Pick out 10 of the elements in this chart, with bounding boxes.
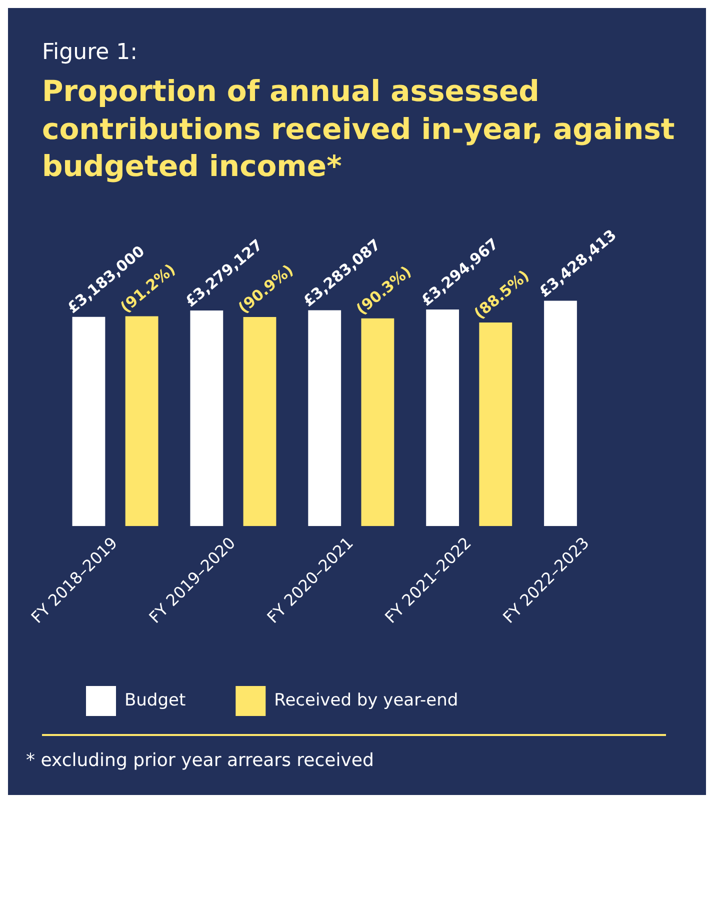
bar: [308, 310, 342, 526]
bar: [426, 310, 459, 526]
chart-title: Proportion of annual assessed contributions received in-year, against budgeted income*: [42, 73, 676, 186]
bar: [72, 316, 106, 526]
legend-label: Received by year-end: [274, 690, 458, 710]
bar: [544, 300, 577, 526]
legend-label: Budget: [124, 690, 186, 710]
chart-subtitle: Figure 1:: [42, 40, 139, 65]
bar: [190, 310, 224, 526]
text: * excluding prior year arrears received: [26, 750, 375, 772]
